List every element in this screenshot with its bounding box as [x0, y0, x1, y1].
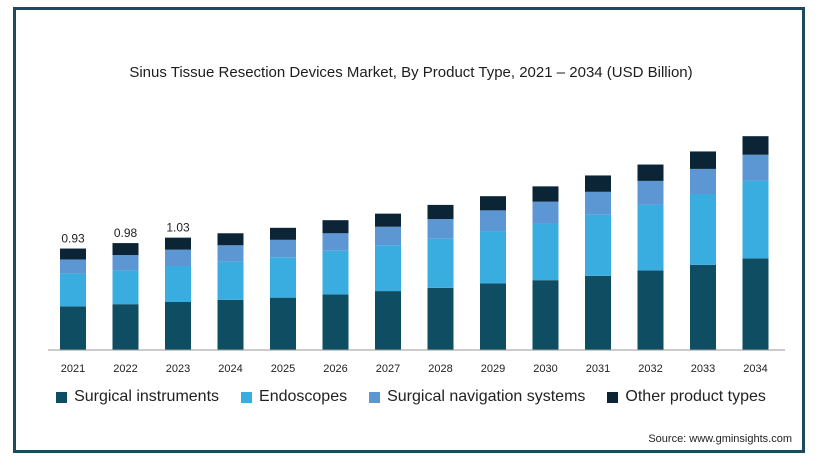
bar-2029-series-1: [480, 231, 506, 284]
legend-item-0: Surgical instruments: [56, 388, 219, 406]
bar-2021-series-1: [60, 273, 86, 307]
bar-2030-series-3: [532, 186, 559, 202]
legend-swatch: [56, 391, 68, 403]
source-note: Source: www.gminsights.com: [648, 433, 792, 445]
bar-2028-series-1: [427, 238, 454, 288]
bar-2023-series-2: [165, 249, 191, 266]
bar-2034-series-3: [742, 136, 769, 155]
bar-2031-series-2: [585, 191, 611, 215]
bar-2025-series-1: [270, 257, 296, 298]
bar-2031-series-1: [585, 214, 611, 276]
bar-2033-series-1: [690, 194, 716, 265]
bar-2032-series-3: [637, 164, 664, 181]
legend: Surgical instruments Endoscopes Surgical n…: [0, 388, 822, 406]
bar-2026-series-1: [322, 250, 349, 295]
legend-swatch: [607, 391, 619, 403]
bar-2028-series-2: [427, 219, 454, 239]
bar-2031-series-0: [585, 275, 611, 350]
bar-2030-series-2: [532, 201, 559, 224]
x-tick-2025: 2025: [271, 363, 295, 375]
bar-2025-series-0: [270, 297, 296, 350]
bar-2032-series-0: [637, 270, 664, 350]
bar-2024-series-3: [217, 233, 244, 246]
bar-2030-series-1: [532, 223, 559, 281]
bar-2030-series-0: [532, 280, 559, 350]
x-tick-2033: 2033: [691, 363, 715, 375]
bar-2033-series-2: [690, 168, 716, 194]
bar-2031-series-3: [585, 175, 611, 192]
bar-2034-series-0: [742, 258, 769, 350]
bar-2026-series-2: [322, 233, 349, 251]
legend-swatch: [369, 391, 381, 403]
legend-label: Other product types: [625, 388, 766, 405]
bar-2028-series-0: [427, 287, 454, 350]
x-tick-2023: 2023: [166, 363, 190, 375]
legend-item-3: Other product types: [607, 388, 766, 406]
data-label-2023: 1.03: [166, 221, 190, 235]
bar-2033-series-3: [690, 151, 716, 169]
bar-2021-series-0: [60, 306, 86, 350]
x-tick-2034: 2034: [743, 363, 767, 375]
bar-2026-series-3: [322, 220, 349, 234]
bar-2022-series-2: [112, 255, 139, 271]
bar-2021-series-3: [60, 248, 86, 260]
x-tick-labels: 2021 2022 2023 2024 2025 2026 2027 2028 2029 2030…: [61, 363, 768, 375]
chart-frame: [13, 7, 805, 453]
x-tick-2028: 2028: [428, 363, 452, 375]
bar-2026-series-0: [322, 294, 349, 350]
bar-group: [60, 136, 769, 350]
bar-2021-series-2: [60, 259, 86, 274]
bar-2024-series-0: [217, 299, 244, 350]
bar-2025-series-3: [270, 227, 296, 240]
bar-2029-series-0: [480, 283, 506, 350]
bar-2022-series-3: [112, 243, 139, 256]
bar-2033-series-0: [690, 264, 716, 350]
bar-2024-series-1: [217, 261, 244, 300]
legend-item-1: Endoscopes: [241, 388, 347, 406]
bar-2034-series-1: [742, 180, 769, 259]
x-tick-2032: 2032: [638, 363, 662, 375]
legend-label: Endoscopes: [259, 388, 348, 405]
bar-2027-series-0: [375, 291, 401, 350]
x-tick-2021: 2021: [61, 363, 85, 375]
data-label-2022: 0.98: [114, 226, 138, 240]
bar-2028-series-3: [427, 204, 454, 220]
chart-title: Sinus Tissue Resection Devices Market, B…: [129, 64, 693, 81]
bar-2027-series-3: [375, 213, 401, 227]
bar-2022-series-1: [112, 270, 139, 305]
x-tick-2022: 2022: [113, 363, 137, 375]
legend-swatch: [241, 391, 253, 403]
bar-2027-series-2: [375, 226, 401, 246]
bar-2022-series-0: [112, 304, 139, 350]
x-tick-2027: 2027: [376, 363, 400, 375]
bar-2029-series-3: [480, 196, 506, 211]
bar-2023-series-3: [165, 237, 191, 250]
x-tick-2029: 2029: [481, 363, 505, 375]
data-labels: 0.93 0.98 1.03: [61, 221, 190, 246]
x-tick-2024: 2024: [218, 363, 242, 375]
legend-label: Surgical navigation systems: [387, 388, 586, 405]
x-tick-2031: 2031: [586, 363, 610, 375]
bar-2025-series-2: [270, 239, 296, 258]
x-tick-2026: 2026: [323, 363, 347, 375]
bar-2023-series-0: [165, 302, 191, 350]
x-tick-2030: 2030: [533, 363, 557, 375]
bar-2034-series-2: [742, 154, 769, 181]
legend-item-2: Surgical navigation systems: [369, 388, 585, 406]
bar-2023-series-1: [165, 266, 191, 302]
bar-2029-series-2: [480, 210, 506, 232]
bar-2027-series-1: [375, 245, 401, 292]
bar-2032-series-1: [637, 204, 664, 271]
bar-2032-series-2: [637, 180, 664, 205]
legend-label: Surgical instruments: [74, 388, 220, 405]
bar-2024-series-2: [217, 245, 244, 262]
data-label-2021: 0.93: [61, 232, 85, 246]
